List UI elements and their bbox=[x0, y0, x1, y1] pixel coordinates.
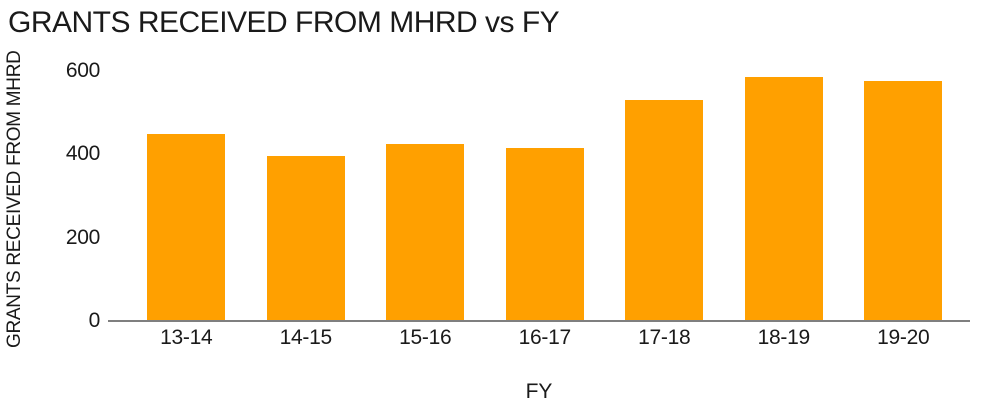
x-axis-label: FY bbox=[525, 380, 553, 403]
x-tick-label: 17-18 bbox=[638, 326, 691, 349]
y-tick-label: 0 bbox=[88, 309, 101, 332]
x-tick-label: 19-20 bbox=[877, 326, 930, 349]
x-tick-label: 18-19 bbox=[757, 326, 811, 349]
bar-15-16 bbox=[386, 143, 465, 321]
bar-13-14 bbox=[147, 133, 226, 321]
bar-16-17 bbox=[505, 148, 584, 321]
bar-14-15 bbox=[266, 156, 345, 321]
bar-18-19 bbox=[744, 77, 823, 321]
plot-area bbox=[108, 61, 970, 322]
bar-17-18 bbox=[625, 100, 704, 321]
chart-title: GRANTS RECEIVED FROM MHRD vs FY bbox=[8, 6, 560, 39]
x-tick-label: 16-17 bbox=[518, 326, 572, 349]
x-tick-label: 13-14 bbox=[160, 326, 213, 349]
x-tick-label: 15-16 bbox=[399, 326, 452, 349]
x-axis-line bbox=[108, 320, 970, 322]
x-tick-label: 14-15 bbox=[279, 326, 333, 349]
y-tick-label: 600 bbox=[65, 59, 100, 82]
bar-19-20 bbox=[864, 81, 943, 321]
y-tick-label: 400 bbox=[65, 142, 100, 166]
y-tick-label: 200 bbox=[65, 225, 100, 249]
y-axis-label: GRANTS RECEIVED FROM MHRD bbox=[4, 50, 25, 348]
